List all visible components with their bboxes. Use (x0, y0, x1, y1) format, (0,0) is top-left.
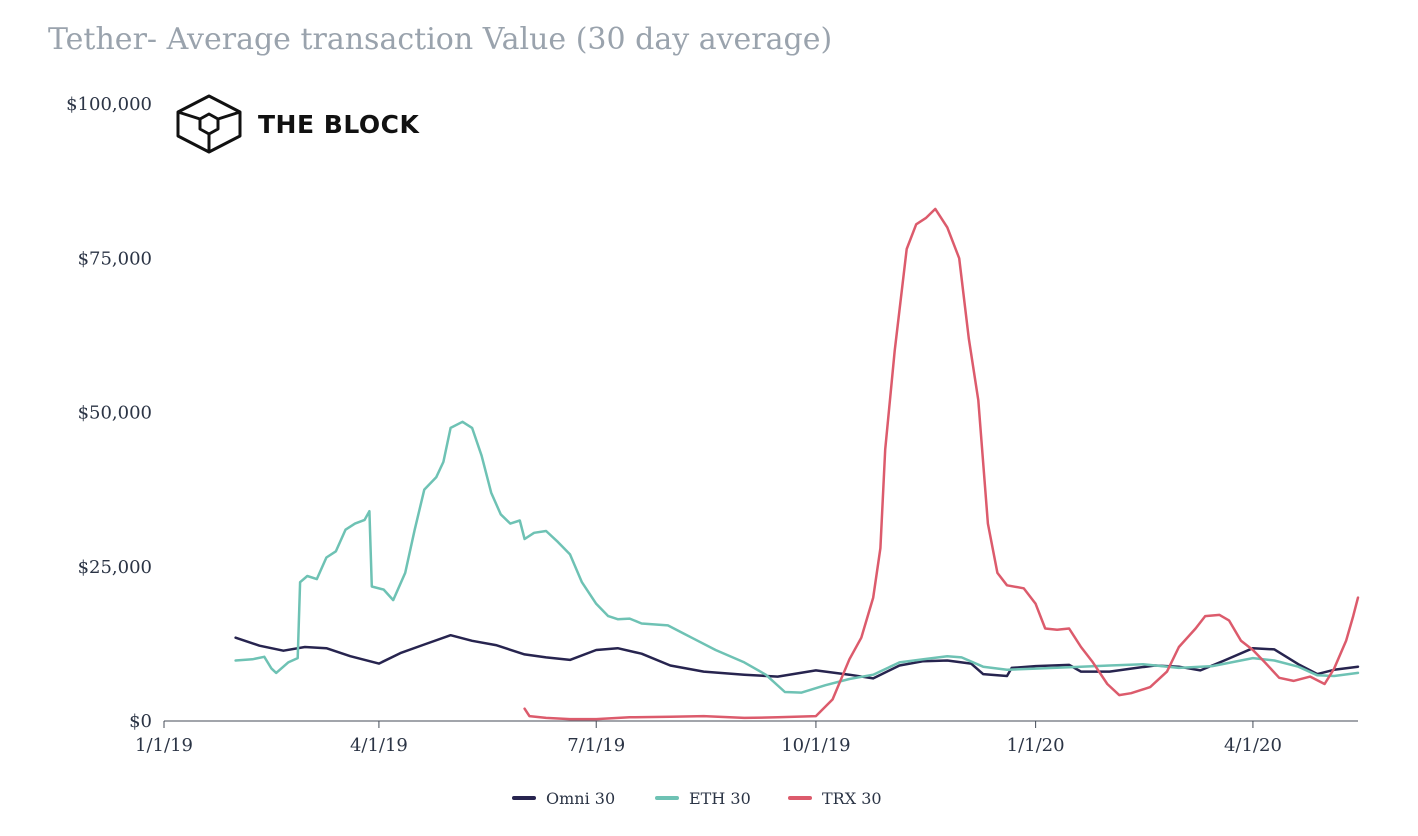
series-line-trx-30 (523, 207, 1360, 721)
y-tick-label: $75,000 (78, 248, 152, 269)
legend-label: TRX 30 (822, 789, 882, 808)
chart-title: Tether- Average transaction Value (30 da… (48, 22, 833, 57)
the-block-cube-icon (176, 94, 242, 154)
x-axis: 1/1/19 4/1/19 7/1/19 10/1/19 1/1/20 4/1/20 (135, 720, 1358, 756)
x-tick-label: 4/1/20 (1224, 735, 1282, 756)
legend-label: Omni 30 (546, 789, 615, 808)
x-tick-label: 1/1/20 (1007, 735, 1065, 756)
series-line-omni-30 (234, 633, 1360, 680)
series-line-eth-30 (234, 420, 1360, 694)
y-tick-label: $100,000 (66, 94, 152, 115)
y-tick-label: $50,000 (78, 403, 152, 424)
x-tick-label: 1/1/19 (135, 735, 193, 756)
y-axis: $0 $25,000 $50,000 $75,000 $100,000 (66, 94, 152, 732)
x-tick-label: 4/1/19 (350, 735, 408, 756)
legend: Omni 30 ETH 30 TRX 30 (512, 789, 882, 808)
y-tick-label: $0 (129, 711, 152, 732)
brand-name: THE BLOCK (258, 109, 420, 139)
y-tick-label: $25,000 (78, 557, 152, 578)
x-tick-label: 7/1/19 (567, 735, 625, 756)
brand-logo: THE BLOCK (176, 94, 419, 154)
series-lines (234, 207, 1360, 721)
x-tick-label: 10/1/19 (781, 735, 850, 756)
legend-label: ETH 30 (689, 789, 751, 808)
